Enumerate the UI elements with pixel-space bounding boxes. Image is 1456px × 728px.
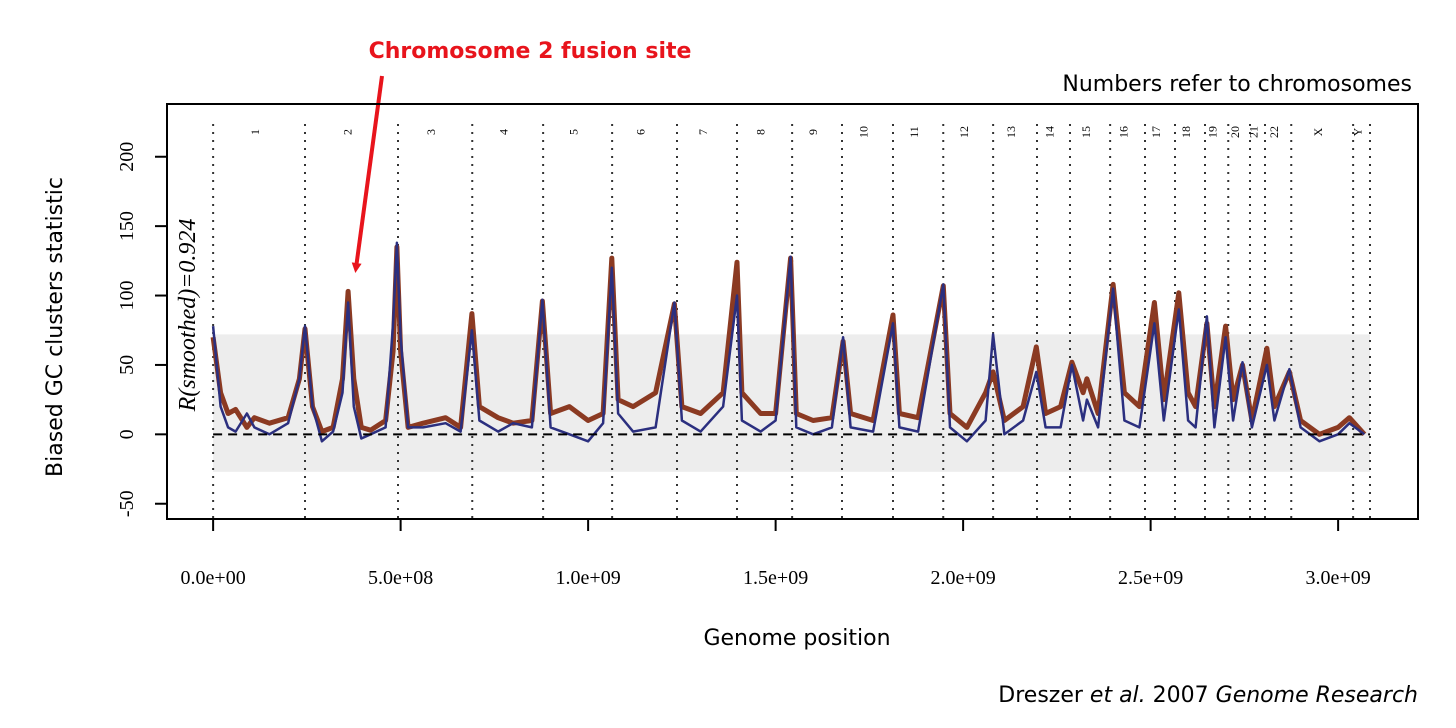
chromosome-label: 15 (1079, 126, 1093, 138)
y-tick-label: 50 (116, 355, 138, 375)
chromosome-label: 17 (1149, 126, 1163, 138)
y-tick-label: 200 (116, 142, 138, 172)
credit-part: 2007 (1146, 683, 1216, 708)
chromosome-label: 1 (248, 129, 262, 135)
stat-label: R(smoothed)=0.924 (175, 219, 201, 413)
x-tick-label: 1.5e+09 (743, 567, 808, 589)
chromosome-label: 10 (857, 126, 871, 138)
chromosome-label: 20 (1228, 126, 1242, 138)
chromosome-label: 21 (1247, 126, 1261, 138)
chromosome-label: 16 (1117, 126, 1131, 138)
series-line (211, 241, 1366, 443)
credit-part: Genome Research (1216, 683, 1418, 708)
plot-frame (166, 103, 1419, 520)
chromosome-label: 19 (1206, 126, 1220, 138)
x-tick-label: 3.0e+09 (1306, 567, 1371, 589)
x-tick-label: 1.0e+09 (556, 567, 621, 589)
annotation-arrow (351, 75, 384, 273)
chromosome-label: 14 (1043, 126, 1057, 138)
chromosome-label: 13 (1004, 126, 1018, 138)
x-tick-label: 0.0e+00 (181, 567, 246, 589)
chromosome-label: 22 (1267, 126, 1281, 138)
y-tick-label: -50 (116, 490, 138, 517)
chromosome-label: 11 (907, 126, 921, 138)
chromosome-label: 9 (806, 129, 820, 135)
chromosome-label: 4 (497, 129, 511, 135)
chromosome-label: 12 (957, 126, 971, 138)
credit: Dreszer et al. 2007 Genome Research (998, 683, 1418, 708)
chromosome-label: 18 (1179, 126, 1193, 138)
note: Numbers refer to chromosomes (1062, 72, 1412, 97)
chromosome-label: Y (1351, 127, 1365, 136)
annotation: Chromosome 2 fusion site (369, 39, 692, 64)
chromosome-label: X (1311, 127, 1325, 136)
x-tick-label: 2.0e+09 (931, 567, 996, 589)
chromosome-label: 2 (341, 129, 355, 135)
x-tick-label: 5.0e+08 (368, 567, 433, 589)
credit-part: et al. (1090, 683, 1146, 708)
chromosome-label: 5 (567, 129, 581, 135)
credit-part: Dreszer (998, 683, 1090, 708)
y-tick-label: 100 (116, 281, 138, 311)
chromosome-label: 6 (634, 129, 648, 135)
x-tick-label: 2.5e+09 (1118, 567, 1183, 589)
y-tick-label: 150 (116, 211, 138, 241)
chromosome-label: 3 (424, 129, 438, 135)
chromosome-label: 8 (754, 129, 768, 135)
series-line (210, 244, 1367, 437)
y-axis-label: Biased GC clusters statistic (43, 177, 68, 477)
y-tick-label: 0 (116, 429, 138, 439)
chromosome-label: 7 (696, 129, 710, 135)
x-axis-label: Genome position (703, 626, 890, 651)
